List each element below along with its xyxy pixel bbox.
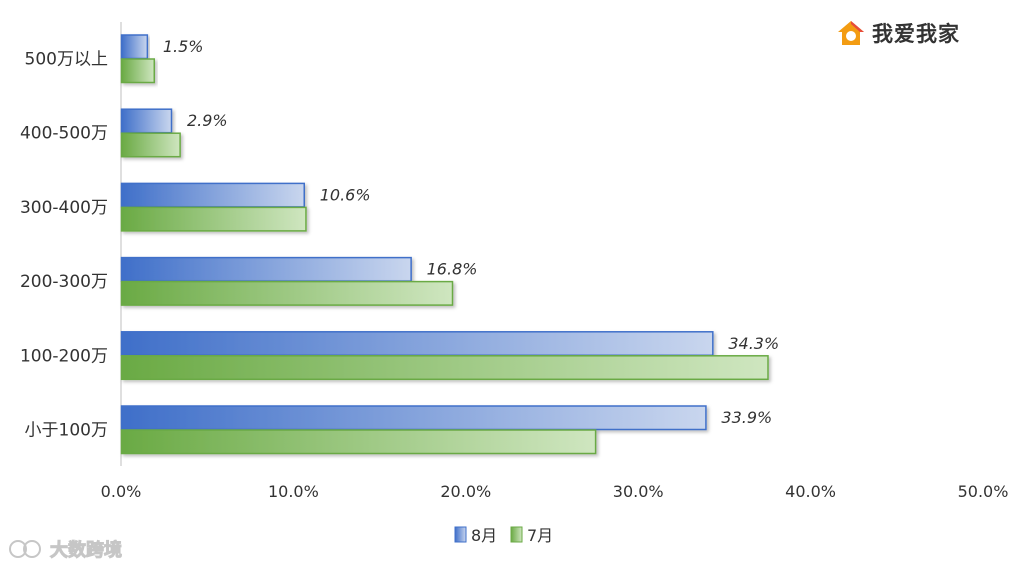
data-label: 34.3% <box>728 334 779 353</box>
bar-aug <box>120 34 149 60</box>
legend-label: 7月 <box>527 526 553 545</box>
data-label: 2.9% <box>187 111 228 130</box>
x-tick-label: 10.0% <box>268 482 319 501</box>
x-tick-label: 0.0% <box>101 482 142 501</box>
bar-aug <box>120 182 305 208</box>
bar-jul <box>120 355 769 381</box>
bar-jul <box>120 58 156 84</box>
legend-swatch-jul <box>510 526 523 543</box>
watermark-logo-icon <box>9 540 41 558</box>
bar-jul <box>120 206 307 232</box>
x-tick-label: 30.0% <box>613 482 664 501</box>
bar-aug <box>120 108 173 134</box>
bars <box>120 34 769 455</box>
legend: 8月 7月 <box>454 526 553 545</box>
category-labels: 500万以上 400-500万 300-400万 200-300万 100-200万小于… <box>20 50 108 441</box>
category-label: 小于100万 <box>25 421 108 441</box>
x-tick-label: 50.0% <box>958 482 1009 501</box>
legend-swatch-aug <box>454 526 467 543</box>
data-labels: 1.5% 2.9% 10.6% 16.8% 34.3% 33.9% <box>163 37 779 427</box>
data-label: 16.8% <box>427 260 478 279</box>
x-tick-label: 20.0% <box>440 482 491 501</box>
bar-jul <box>120 132 181 158</box>
bar-aug <box>120 256 412 282</box>
legend-label: 8月 <box>471 526 497 545</box>
x-tick-label: 40.0% <box>785 482 836 501</box>
data-label: 1.5% <box>163 37 204 56</box>
x-axis-ticks: 0.0% 10.0% 20.0% 30.0% 40.0% 50.0% <box>101 482 1009 501</box>
category-label: 100-200万 <box>20 346 108 366</box>
category-label: 500万以上 <box>25 50 108 70</box>
bar-aug <box>120 331 714 357</box>
watermark-text: 大数跨境 <box>50 540 123 562</box>
brand-logo: 我爱我家 <box>836 18 960 48</box>
category-label: 300-400万 <box>20 198 108 218</box>
bar-jul <box>120 280 454 306</box>
data-label: 10.6% <box>320 185 371 204</box>
watermark: 大数跨境 <box>8 536 123 562</box>
bar-jul <box>120 429 597 455</box>
category-label: 400-500万 <box>20 124 108 144</box>
category-label: 200-300万 <box>20 272 108 292</box>
bar-aug <box>120 405 707 431</box>
brand-name: 我爱我家 <box>872 22 960 46</box>
data-label: 33.9% <box>721 408 772 427</box>
house-logo-icon <box>838 21 864 45</box>
